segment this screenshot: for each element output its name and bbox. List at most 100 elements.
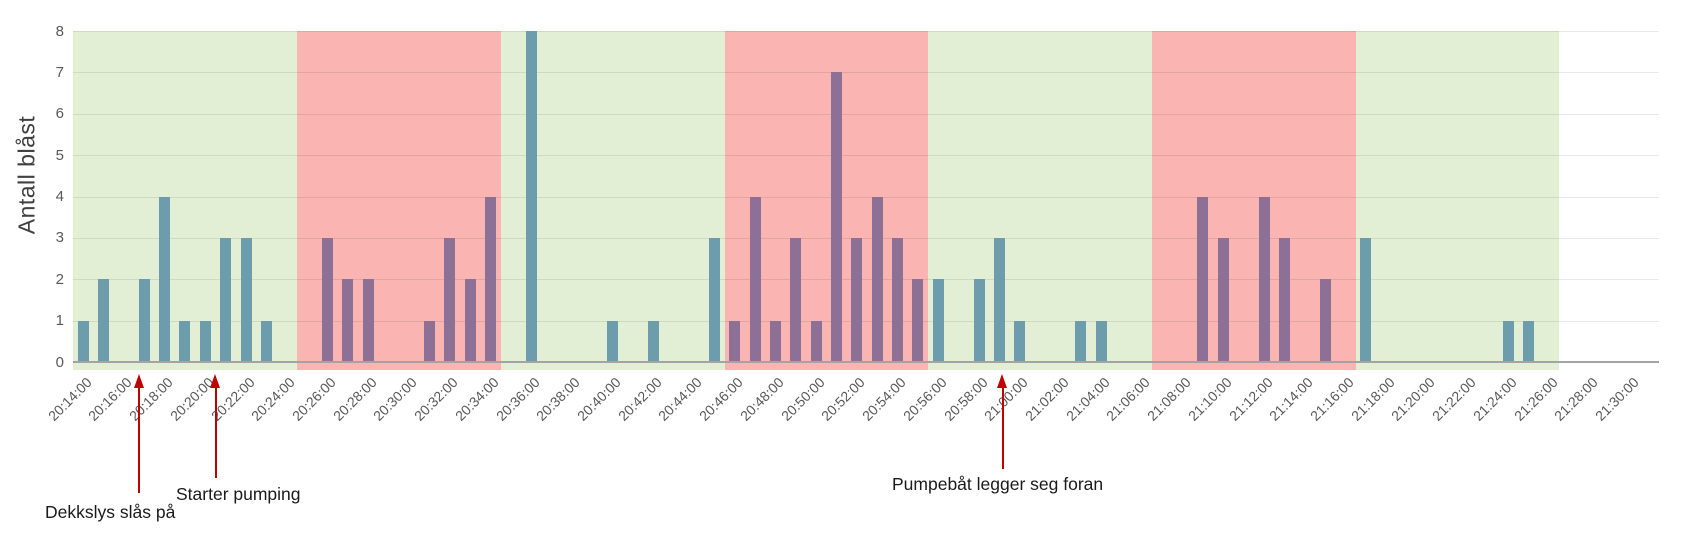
y-tick-label: 3 (55, 229, 64, 247)
x-tick-label: 20:34:00 (451, 374, 502, 424)
bar (932, 279, 944, 362)
x-tick-label: 20:26:00 (288, 374, 339, 424)
x-tick-label: 20:46:00 (696, 374, 747, 424)
x-tick-label: 21:20:00 (1388, 374, 1439, 424)
bar (1523, 320, 1535, 362)
x-tick-label: 20:24:00 (248, 374, 299, 424)
bar (831, 72, 842, 362)
x-tick-label: 20:50:00 (777, 374, 828, 424)
bar (708, 237, 720, 362)
x-tick-label: 21:26:00 (1510, 374, 1561, 424)
x-tick-label: 20:56:00 (899, 374, 950, 424)
bar (199, 320, 211, 362)
bar (464, 279, 476, 362)
y-tick-label: 2 (55, 270, 64, 288)
bar (1502, 320, 1514, 362)
bar (892, 237, 904, 362)
x-tick-label: 20:28:00 (329, 374, 380, 424)
bar (342, 279, 354, 362)
x-tick-label: 20:42:00 (614, 374, 665, 424)
bar (607, 320, 619, 362)
x-tick-label: 21:06:00 (1103, 374, 1154, 424)
annotation-arrowhead (997, 374, 1008, 388)
x-tick-label: 20:58:00 (940, 374, 991, 424)
x-tick-label: 20:16:00 (85, 374, 136, 424)
bar (1014, 320, 1026, 362)
bar (1278, 237, 1290, 362)
x-tick-label: 20:30:00 (370, 374, 421, 424)
bar (1258, 196, 1270, 362)
annotation-arrowhead (133, 374, 144, 388)
x-tick-label: 20:44:00 (655, 374, 706, 424)
bar (240, 237, 252, 362)
grid-line (73, 320, 1659, 322)
bar (647, 320, 659, 362)
bar (1197, 196, 1209, 362)
bar (98, 279, 110, 362)
bar (851, 237, 863, 362)
grid-line (73, 155, 1659, 157)
bar (973, 279, 985, 362)
y-tick-label: 6 (55, 105, 64, 123)
x-tick-label: 20:38:00 (533, 374, 584, 424)
bar (1075, 320, 1087, 362)
y-tick-label: 8 (55, 22, 64, 40)
x-tick-label: 21:14:00 (1266, 374, 1317, 424)
annotation-label: Pumpebåt legger seg foran (892, 474, 1104, 494)
bar (729, 320, 741, 362)
bar (749, 196, 761, 362)
x-tick-label: 20:48:00 (736, 374, 787, 424)
y-tick-label: 1 (55, 312, 64, 330)
grid-line (73, 72, 1659, 74)
bar (810, 320, 822, 362)
bar (871, 196, 883, 362)
bar (362, 279, 374, 362)
x-tick-label: 21:18:00 (1347, 374, 1398, 424)
bar (138, 279, 150, 362)
x-tick-label: 20:14:00 (44, 374, 95, 424)
grid-line (73, 31, 1659, 32)
bar (1095, 320, 1107, 362)
x-tick-label: 21:30:00 (1592, 374, 1642, 424)
x-tick-label: 20:40:00 (574, 374, 624, 424)
annotation-label: Starter pumping (176, 484, 301, 504)
y-axis-title: Antall blåst (13, 115, 40, 235)
x-tick-label: 21:10:00 (1184, 374, 1235, 424)
bar (993, 237, 1005, 362)
bar (179, 320, 191, 362)
bar (1360, 237, 1372, 362)
bar (444, 237, 456, 362)
x-tick-label: 21:22:00 (1429, 374, 1479, 424)
x-tick-label: 21:02:00 (1021, 374, 1072, 424)
annotation-arrowhead (210, 374, 221, 388)
x-tick-label: 20:36:00 (492, 374, 543, 424)
bar (1319, 279, 1331, 362)
x-tick-label: 21:04:00 (1062, 374, 1113, 424)
x-tick-label: 21:12:00 (1225, 374, 1276, 424)
annotation-arrow-line (138, 386, 141, 493)
bar (525, 31, 537, 362)
bar (790, 237, 802, 362)
x-tick-label: 20:54:00 (859, 374, 909, 424)
bar (1217, 237, 1229, 362)
x-tick-label: 20:52:00 (818, 374, 869, 424)
x-axis-line (73, 361, 1659, 363)
x-tick-label: 20:32:00 (411, 374, 461, 424)
annotation-arrow-line (214, 386, 217, 478)
x-tick-label: 21:28:00 (1551, 374, 1602, 424)
grid-line (73, 196, 1659, 198)
bar (159, 196, 171, 362)
bar (77, 320, 89, 362)
x-tick-label: 21:16:00 (1306, 374, 1357, 424)
bar (322, 237, 333, 362)
y-tick-label: 4 (55, 188, 64, 205)
y-tick-label: 0 (55, 353, 64, 371)
annotation-arrow-line (1001, 386, 1004, 469)
bar (912, 279, 924, 362)
plot-area (73, 31, 1659, 370)
bar (220, 237, 232, 362)
grid-line (73, 237, 1659, 239)
y-tick-label: 7 (55, 63, 64, 81)
annotation-label: Dekkslys slås på (45, 502, 176, 522)
